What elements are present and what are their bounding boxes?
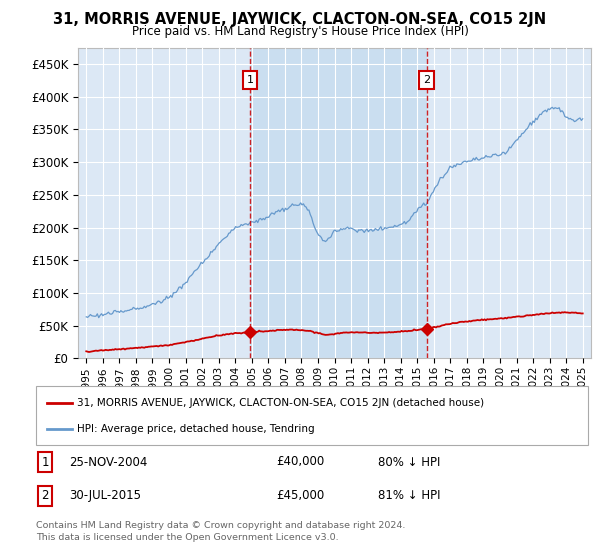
Bar xyxy=(250,48,427,358)
Text: Price paid vs. HM Land Registry's House Price Index (HPI): Price paid vs. HM Land Registry's House … xyxy=(131,25,469,38)
Text: 81% ↓ HPI: 81% ↓ HPI xyxy=(378,489,440,502)
Text: 30-JUL-2015: 30-JUL-2015 xyxy=(69,489,141,502)
FancyBboxPatch shape xyxy=(36,386,588,445)
Text: Contains HM Land Registry data © Crown copyright and database right 2024.: Contains HM Land Registry data © Crown c… xyxy=(36,521,406,530)
Text: 2: 2 xyxy=(41,489,49,502)
Text: 2: 2 xyxy=(423,75,430,85)
Text: £45,000: £45,000 xyxy=(276,489,324,502)
Text: This data is licensed under the Open Government Licence v3.0.: This data is licensed under the Open Gov… xyxy=(36,533,338,542)
Text: HPI: Average price, detached house, Tendring: HPI: Average price, detached house, Tend… xyxy=(77,424,315,434)
Text: 25-NOV-2004: 25-NOV-2004 xyxy=(69,455,148,469)
Text: 31, MORRIS AVENUE, JAYWICK, CLACTON-ON-SEA, CO15 2JN (detached house): 31, MORRIS AVENUE, JAYWICK, CLACTON-ON-S… xyxy=(77,398,485,408)
Text: 80% ↓ HPI: 80% ↓ HPI xyxy=(378,455,440,469)
Text: 1: 1 xyxy=(247,75,254,85)
Text: 31, MORRIS AVENUE, JAYWICK, CLACTON-ON-SEA, CO15 2JN: 31, MORRIS AVENUE, JAYWICK, CLACTON-ON-S… xyxy=(53,12,547,27)
Text: 1: 1 xyxy=(41,455,49,469)
Text: £40,000: £40,000 xyxy=(276,455,324,469)
